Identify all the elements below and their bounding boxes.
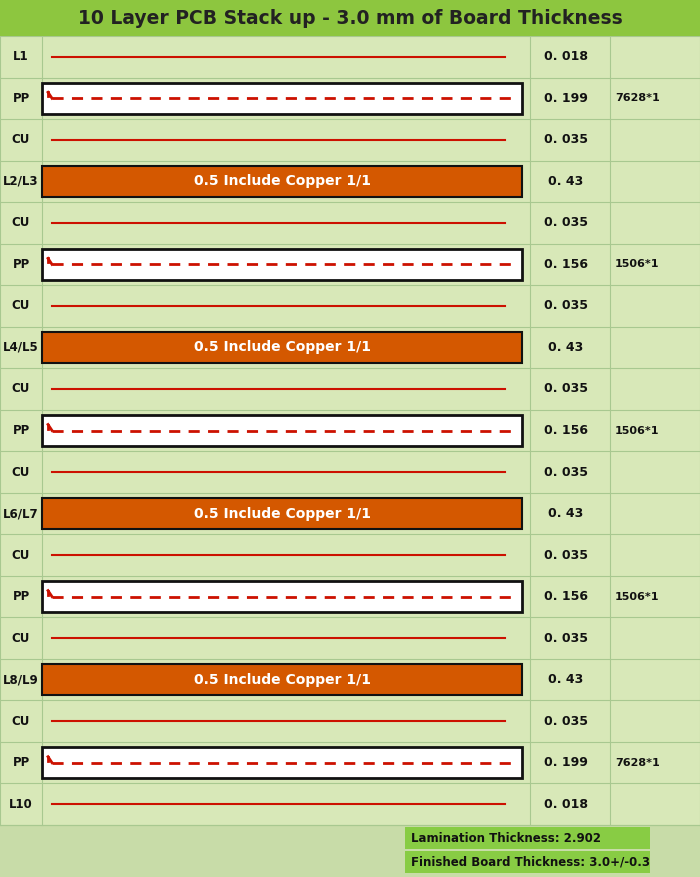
Text: 0. 035: 0. 035 (544, 466, 588, 479)
Bar (0, 783, 700, 825)
Text: 0. 199: 0. 199 (544, 92, 588, 104)
Text: CU: CU (12, 549, 30, 561)
Text: L1: L1 (13, 50, 29, 63)
Text: 0.5 Include Copper 1/1: 0.5 Include Copper 1/1 (193, 673, 370, 687)
Text: L8/L9: L8/L9 (3, 674, 39, 686)
Text: 0. 43: 0. 43 (548, 674, 584, 686)
Text: CU: CU (12, 466, 30, 479)
Text: 0. 035: 0. 035 (544, 715, 588, 728)
Bar (0, 202, 700, 244)
Bar (0, 452, 700, 493)
Bar (0, 119, 700, 160)
Bar (42, 166, 522, 197)
Bar (42, 82, 522, 114)
Text: Finished Board Thickness: 3.0+/-0.3: Finished Board Thickness: 3.0+/-0.3 (411, 855, 650, 868)
Bar (42, 415, 522, 446)
Bar (0, 617, 700, 659)
Bar (0, 0, 700, 36)
Text: 0. 035: 0. 035 (544, 299, 588, 312)
Bar (0, 825, 700, 877)
Text: 0. 035: 0. 035 (544, 631, 588, 645)
Text: PP: PP (13, 258, 29, 271)
Text: 0. 43: 0. 43 (548, 175, 584, 188)
Text: CU: CU (12, 133, 30, 146)
Text: 0. 035: 0. 035 (544, 217, 588, 230)
Bar (0, 244, 700, 285)
Bar (405, 827, 650, 849)
Text: 0. 018: 0. 018 (544, 50, 588, 63)
Text: 0. 43: 0. 43 (548, 341, 584, 354)
Bar (0, 576, 700, 617)
Text: 0. 156: 0. 156 (544, 424, 588, 437)
Text: 7628*1: 7628*1 (615, 758, 659, 767)
Bar (0, 368, 700, 410)
Bar (42, 747, 522, 779)
Text: 1506*1: 1506*1 (615, 425, 659, 436)
Text: CU: CU (12, 217, 30, 230)
Text: CU: CU (12, 631, 30, 645)
Text: 7628*1: 7628*1 (615, 93, 659, 103)
Bar (0, 36, 700, 77)
Bar (405, 851, 650, 873)
Text: CU: CU (12, 382, 30, 396)
Text: L6/L7: L6/L7 (4, 507, 38, 520)
Bar (42, 498, 522, 530)
Text: Lamination Thickness: 2.902: Lamination Thickness: 2.902 (411, 831, 601, 845)
Text: PP: PP (13, 92, 29, 104)
Text: CU: CU (12, 299, 30, 312)
Text: 0. 035: 0. 035 (544, 549, 588, 561)
Text: 0. 018: 0. 018 (544, 798, 588, 810)
Bar (0, 327, 700, 368)
Text: L10: L10 (9, 798, 33, 810)
Text: PP: PP (13, 756, 29, 769)
Bar (42, 664, 522, 695)
Bar (0, 701, 700, 742)
Bar (0, 659, 700, 701)
Text: PP: PP (13, 424, 29, 437)
Text: PP: PP (13, 590, 29, 603)
Text: 0. 035: 0. 035 (544, 133, 588, 146)
Bar (0, 742, 700, 783)
Text: 10 Layer PCB Stack up - 3.0 mm of Board Thickness: 10 Layer PCB Stack up - 3.0 mm of Board … (78, 9, 622, 27)
Text: 0.5 Include Copper 1/1: 0.5 Include Copper 1/1 (193, 507, 370, 521)
Bar (0, 77, 700, 119)
Bar (0, 534, 700, 576)
Text: L4/L5: L4/L5 (3, 341, 39, 354)
Text: L2/L3: L2/L3 (4, 175, 38, 188)
Text: 0.5 Include Copper 1/1: 0.5 Include Copper 1/1 (193, 175, 370, 189)
Bar (0, 493, 700, 534)
Text: 1506*1: 1506*1 (615, 592, 659, 602)
Bar (0, 410, 700, 452)
Text: 0. 199: 0. 199 (544, 756, 588, 769)
Bar (0, 160, 700, 202)
Text: 0. 156: 0. 156 (544, 590, 588, 603)
Bar (0, 285, 700, 327)
Text: 0. 035: 0. 035 (544, 382, 588, 396)
Text: 0. 43: 0. 43 (548, 507, 584, 520)
Text: 1506*1: 1506*1 (615, 260, 659, 269)
Bar (42, 248, 522, 280)
Text: CU: CU (12, 715, 30, 728)
Text: 0. 156: 0. 156 (544, 258, 588, 271)
Bar (42, 332, 522, 363)
Bar (42, 581, 522, 612)
Text: 0.5 Include Copper 1/1: 0.5 Include Copper 1/1 (193, 340, 370, 354)
